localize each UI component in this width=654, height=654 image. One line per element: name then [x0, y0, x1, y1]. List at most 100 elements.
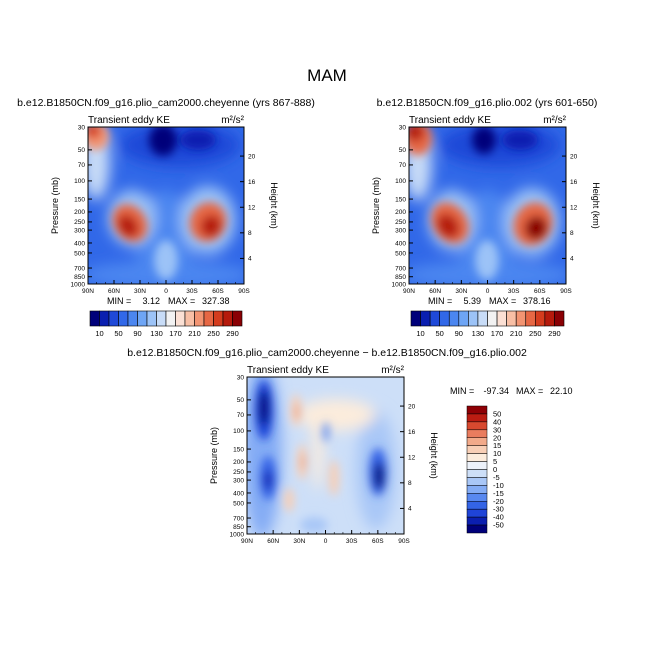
panel-1-field-label: Transient eddy KE [88, 115, 170, 126]
panel-2-y-tick-label: 100 [395, 178, 406, 185]
diff-colorbar-label: 5 [493, 457, 497, 466]
panel-2-y-tick-label: 30 [399, 124, 407, 131]
diff-colorbar-label: 15 [493, 441, 501, 450]
panel-3-x-tick-label: 0 [324, 538, 328, 545]
panel-3-y-tick-label: 50 [237, 397, 245, 404]
panel-2-y-tick-label: 150 [395, 196, 406, 203]
diff-colorbar-box [466, 421, 488, 431]
diff-colorbar-label: -15 [493, 489, 504, 498]
diff-colorbar-box [466, 453, 488, 462]
diff-colorbar-box [466, 493, 488, 502]
colorbar-label: 130 [472, 329, 485, 338]
diff-colorbar-box [466, 413, 488, 423]
panel-1-min-label: MIN = [107, 296, 131, 306]
diff-colorbar-label: 30 [493, 425, 501, 434]
panel-1-max-label: MAX = [168, 296, 195, 306]
diff-colorbar-box [466, 485, 488, 494]
colorbar-label: 90 [455, 329, 463, 338]
panel-1-max-value: 327.38 [202, 296, 230, 306]
panel-1-x-tick-label: 30N [134, 288, 146, 295]
panel-2-x-tick-label: 90S [560, 288, 572, 295]
panel-1-x-tick-label: 60N [108, 288, 120, 295]
panel-1-y-tick-label: 300 [74, 227, 85, 234]
panel-2-x-tick-label: 30S [508, 288, 520, 295]
panel-3-x-tick-label: 90N [241, 538, 253, 545]
panel-2-y2-tick-label: 4 [570, 256, 574, 263]
panel-1-x-tick-label: 90S [238, 288, 250, 295]
panel-3-y-tick-label: 200 [233, 459, 244, 466]
colorbar-box [439, 310, 450, 327]
colorbar-label: 90 [133, 329, 141, 338]
diff-colorbar-label: 0 [493, 465, 497, 474]
panel-3-title: b.e12.B1850CN.f09_g16.plio_cam2000.cheye… [127, 347, 527, 359]
diff-colorbar-box [466, 501, 488, 510]
diff-colorbar-box [466, 516, 488, 526]
panel-3-x-tick-label: 60S [372, 538, 384, 545]
colorbar-box [184, 310, 195, 327]
diff-colorbar-box [466, 508, 488, 518]
diff-colorbar-label: 10 [493, 449, 501, 458]
colorbar-box [487, 310, 498, 327]
panel-3-y-tick-label: 300 [233, 477, 244, 484]
panel-1-x-tick-label: 0 [164, 288, 168, 295]
panel-2-y2-tick-label: 12 [570, 205, 578, 212]
panel-1-title: b.e12.B1850CN.f09_g16.plio_cam2000.cheye… [17, 97, 315, 109]
panel-1-x-tick-label: 30S [186, 288, 198, 295]
page-title: MAM [307, 66, 347, 85]
colorbar-box [458, 310, 469, 327]
panel-2-ylabel: Pressure (mb) [371, 177, 381, 234]
panel-1-y2label: Height (km) [269, 182, 279, 229]
panel-2-colorbar: 10 50 90 130 170 210 250 290 [410, 310, 565, 338]
panel-1-y-tick-label: 400 [74, 240, 85, 247]
panel-2-y2-tick-label: 16 [570, 179, 578, 186]
colorbar-box [429, 310, 440, 327]
panel-3-x-tick-label: 60N [267, 538, 279, 545]
colorbar-box [194, 310, 205, 327]
colorbar-box [496, 310, 507, 327]
panel-3-y-tick-label: 700 [233, 515, 244, 522]
colorbar-box [137, 310, 148, 327]
panel-2-max-label: MAX = [489, 296, 516, 306]
panel-2-min-label: MIN = [428, 296, 452, 306]
panel-3: b.e12.B1850CN.f09_g16.plio_cam2000.cheye… [127, 347, 572, 545]
panel-3-y-tick-label: 1000 [230, 531, 245, 538]
panel-2-y2-tick-label: 8 [570, 230, 574, 237]
colorbar-box [554, 310, 565, 327]
panel-1-y-tick-label: 30 [78, 124, 86, 131]
panel-3-y-tick-label: 500 [233, 500, 244, 507]
diff-colorbar-label: -20 [493, 497, 504, 506]
colorbar-box [203, 310, 214, 327]
panel-3-y2-tick-label: 20 [408, 403, 416, 410]
colorbar-box [468, 310, 479, 327]
panel-1-y-tick-label: 150 [74, 196, 85, 203]
colorbar-box [420, 310, 431, 327]
colorbar-label: 50 [114, 329, 122, 338]
colorbar-box [89, 310, 100, 327]
colorbar-label: 210 [510, 329, 523, 338]
panel-3-max-label: MAX = [516, 386, 543, 396]
panel-2-y-tick-label: 1000 [392, 281, 407, 288]
panel-2-x-tick-label: 90N [403, 288, 415, 295]
panel-1-colorbar: 10 50 90 130 170 210 250 290 [89, 310, 243, 338]
colorbar-label: 130 [150, 329, 163, 338]
panel-3-ylabel: Pressure (mb) [209, 427, 219, 484]
diff-colorbar-label: 50 [493, 409, 501, 418]
panel-3-x-tick-label: 30N [293, 538, 305, 545]
colorbar-label: 250 [529, 329, 542, 338]
panel-2-min-value: 5.39 [463, 296, 481, 306]
colorbar-label: 50 [436, 329, 444, 338]
panel-3-max-value: 22.10 [550, 386, 573, 396]
panel-2-field-label: Transient eddy KE [409, 115, 491, 126]
panel-2: b.e12.B1850CN.f09_g16.plio.002 (yrs 601-… [371, 97, 601, 338]
panel-2-y-tick-label: 200 [395, 209, 406, 216]
panel-3-y2-tick-label: 16 [408, 429, 416, 436]
colorbar-label: 170 [169, 329, 182, 338]
panel-1-x-tick-label: 90N [82, 288, 94, 295]
panel-1-y-tick-label: 250 [74, 219, 85, 226]
panel-1-y2-tick-label: 20 [248, 153, 256, 160]
panel-2-y2label: Height (km) [591, 182, 601, 229]
colorbar-box [477, 310, 488, 327]
panel-2-axes: 90N 60N 30N 0 30S 60S 90S 30 50 70 100 150 200 250300… [371, 124, 601, 295]
colorbar-box [118, 310, 129, 327]
panel-3-min-value: -97.34 [483, 386, 509, 396]
